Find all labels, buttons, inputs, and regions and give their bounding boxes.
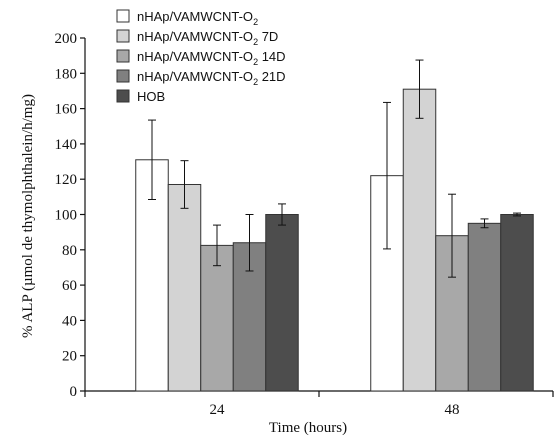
y-tick-label: 100: [55, 208, 78, 224]
y-tick-label: 140: [55, 137, 78, 153]
legend-item: nHAp/VAMWCNT-O2 14D: [116, 49, 286, 67]
legend-swatch: [116, 89, 130, 103]
y-tick-label: 20: [62, 349, 77, 365]
bar: [167, 183, 202, 392]
legend-item: nHAp/VAMWCNT-O2 7D: [116, 29, 278, 47]
legend-label: nHAp/VAMWCNT-O2 14D: [137, 49, 286, 67]
legend-item: HOB: [116, 89, 165, 104]
legend-swatch: [116, 49, 130, 63]
bar: [402, 88, 437, 392]
bar: [435, 235, 469, 392]
x-tick-label: 48: [445, 402, 460, 418]
legend-label: nHAp/VAMWCNT-O2 7D: [137, 29, 278, 47]
error-bars: [148, 59, 521, 278]
y-tick-label: 180: [55, 66, 78, 82]
y-tick-label: 200: [55, 31, 78, 47]
legend-label: nHAp/VAMWCNT-O2: [137, 9, 258, 27]
legend-item: nHAp/VAMWCNT-O2: [116, 9, 258, 27]
legend-label: HOB: [137, 89, 165, 104]
bars: [135, 88, 534, 392]
x-tick-label: 24: [210, 402, 226, 418]
legend-label: nHAp/VAMWCNT-O2 21D: [137, 69, 286, 87]
y-axis-title: % ALP (µmol de thymolphthalein/h/mg): [20, 94, 36, 338]
y-axis: 0 20 40 60 80 100 120 140 160 180 200: [55, 31, 86, 400]
bar: [265, 214, 299, 392]
y-tick-label: 0: [70, 384, 78, 400]
bar: [467, 222, 502, 392]
legend-swatch: [116, 9, 130, 23]
bar: [200, 244, 234, 392]
y-tick-label: 40: [62, 313, 77, 329]
x-axis-title: Time (hours): [269, 420, 347, 436]
legend-swatch: [116, 69, 130, 83]
x-axis: 24 48: [84, 390, 554, 418]
y-tick-label: 160: [55, 102, 78, 118]
y-tick-label: 60: [62, 278, 77, 294]
y-tick-label: 80: [62, 243, 77, 259]
legend-item: nHAp/VAMWCNT-O2 21D: [116, 69, 286, 87]
legend: nHAp/VAMWCNT-O2 nHAp/VAMWCNT-O2 7D nHAp/VA…: [116, 9, 286, 104]
bar: [135, 159, 169, 392]
legend-swatch: [116, 29, 130, 43]
bar: [500, 214, 534, 392]
y-tick-label: 120: [55, 172, 78, 188]
